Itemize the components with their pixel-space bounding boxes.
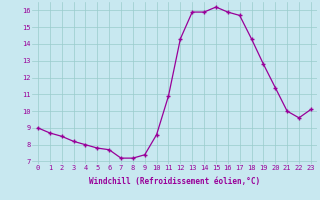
X-axis label: Windchill (Refroidissement éolien,°C): Windchill (Refroidissement éolien,°C)	[89, 177, 260, 186]
